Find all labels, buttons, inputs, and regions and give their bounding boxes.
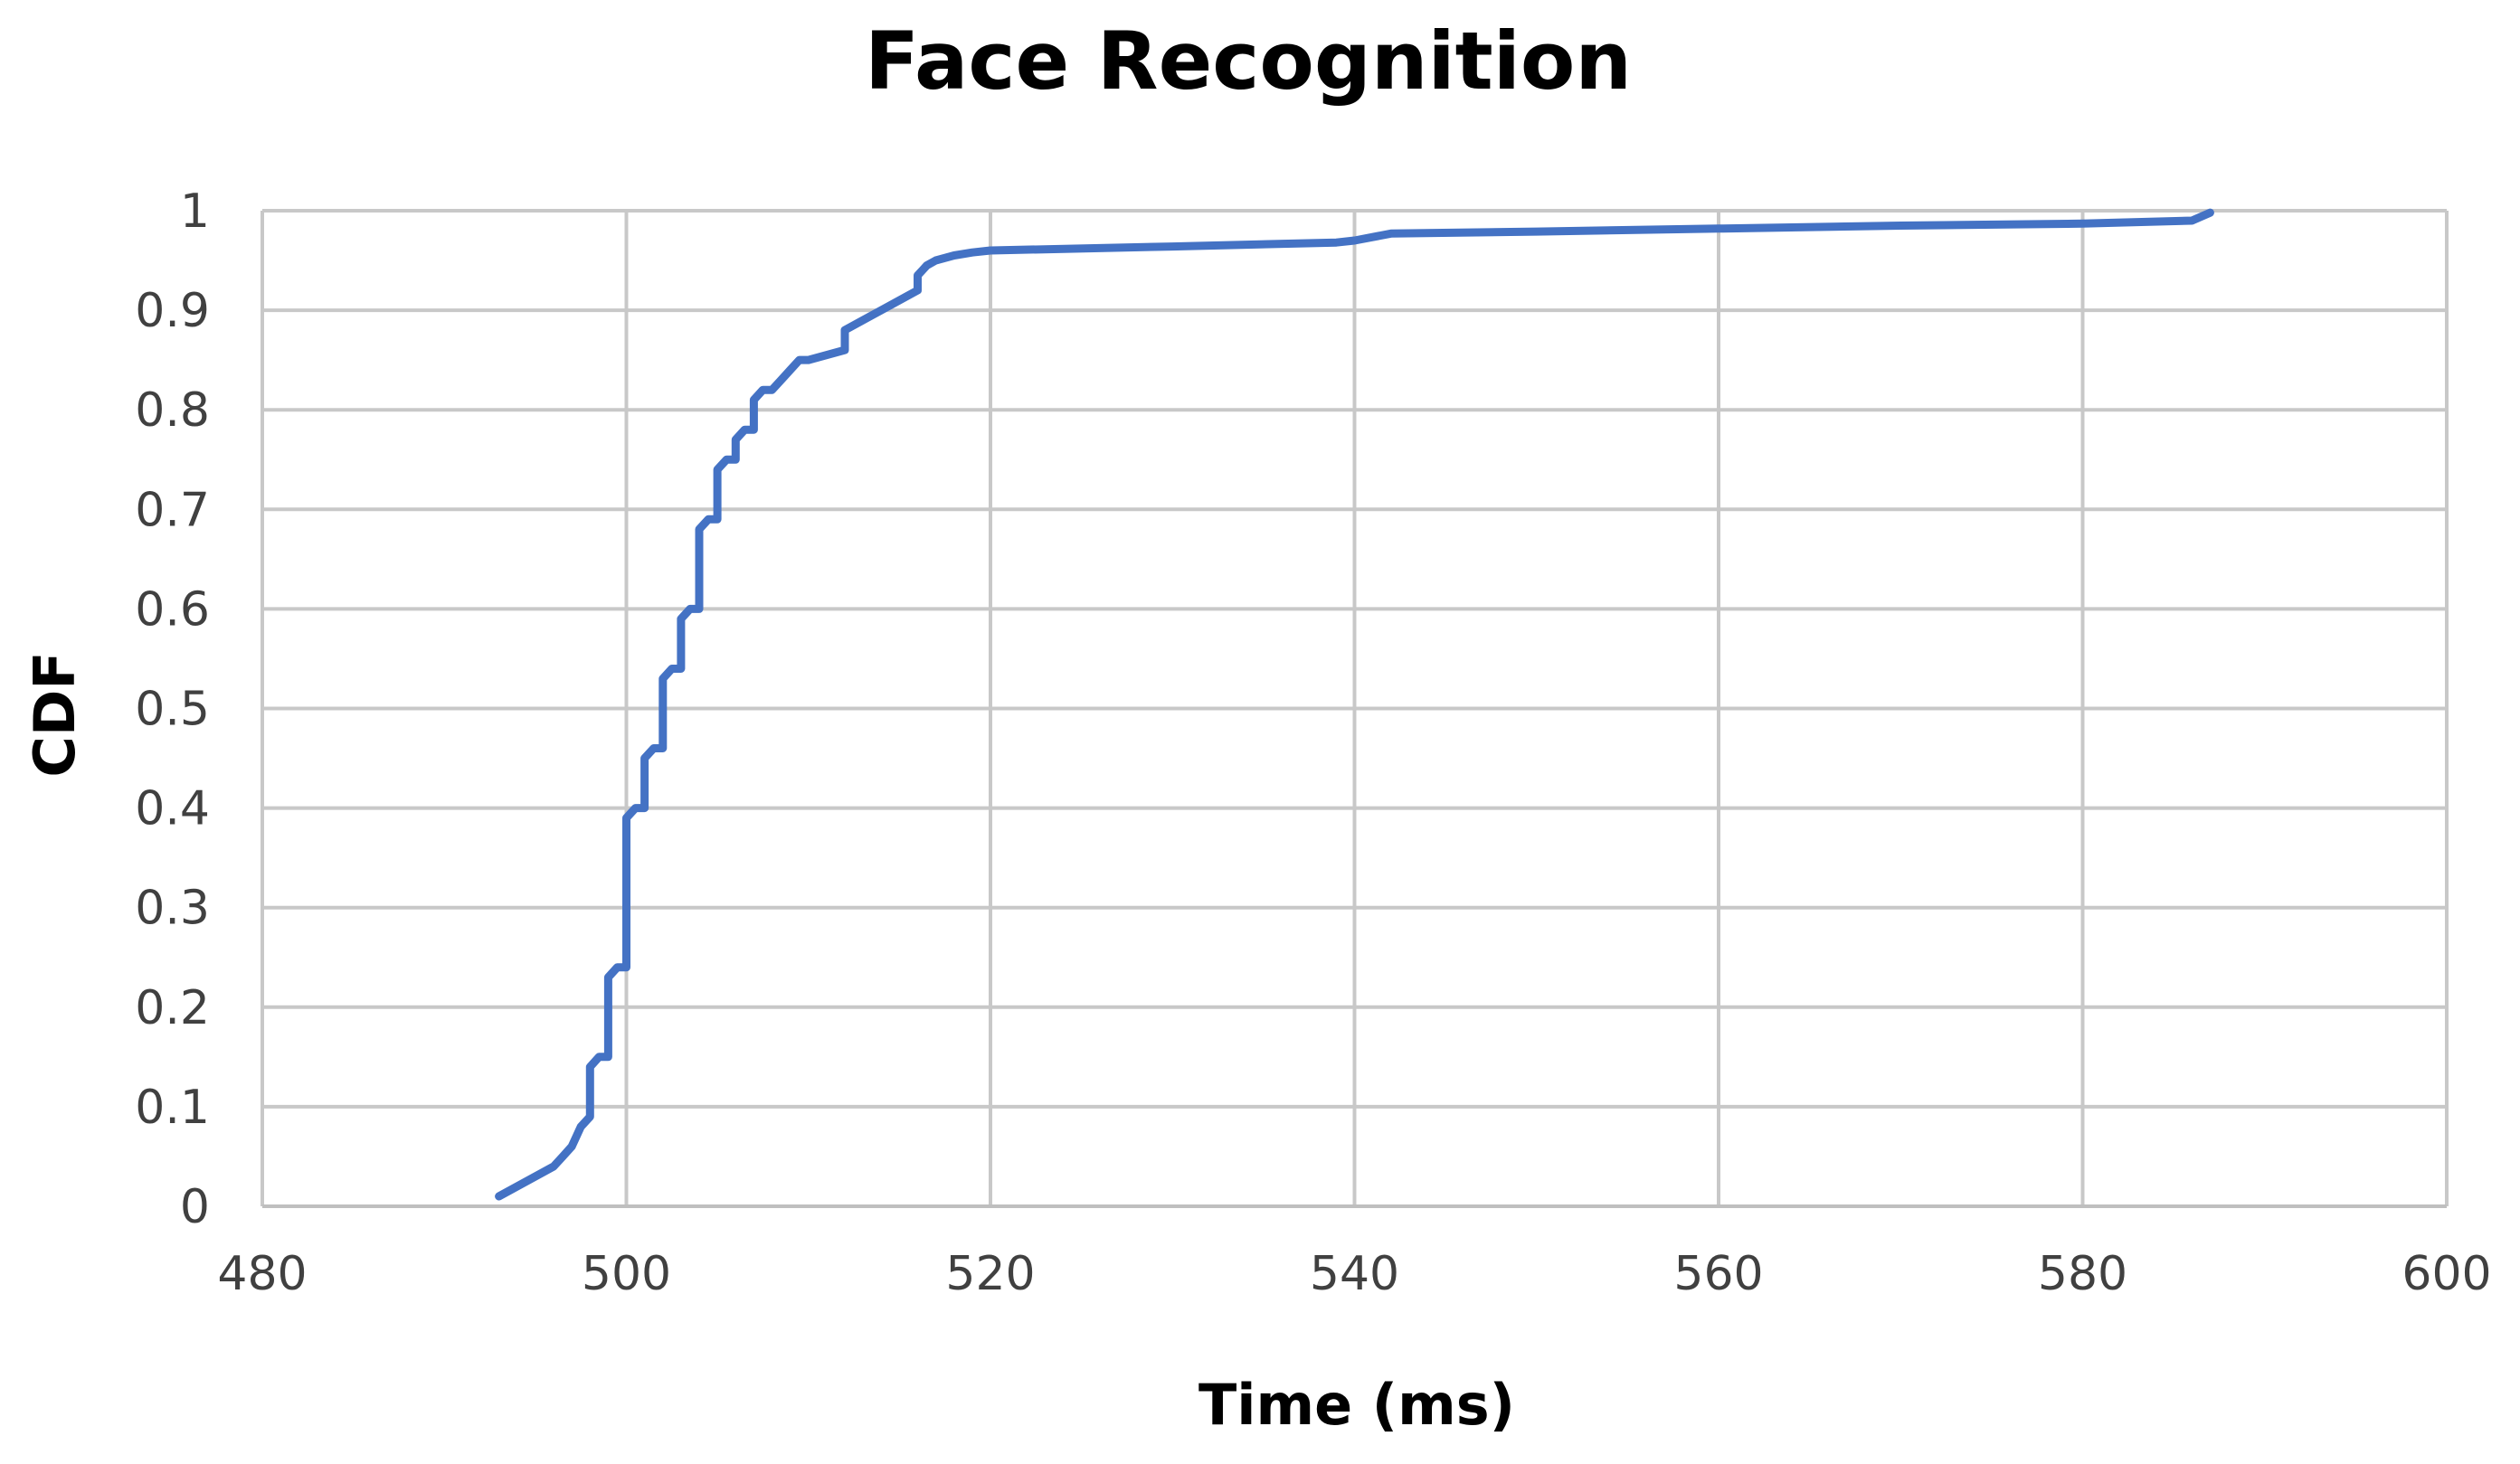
tick-labels: 0 0.1 0.2 0.3 0.4 0.5 0.6 0.7 0.8 0.9 1 480 500 520 54… <box>135 184 2491 1301</box>
x-tick-label: 600 <box>2402 1247 2491 1301</box>
x-tick-label: 520 <box>945 1247 1035 1301</box>
y-tick-label: 0.9 <box>135 284 210 338</box>
y-tick-label: 0.8 <box>135 383 210 438</box>
y-tick-label: 0.2 <box>135 981 210 1035</box>
y-tick-label: 0.4 <box>135 782 210 836</box>
y-tick-label: 0.1 <box>135 1081 210 1135</box>
y-tick-label: 1 <box>180 184 210 239</box>
x-tick-label: 560 <box>1673 1247 1763 1301</box>
y-tick-label: 0.5 <box>135 683 210 737</box>
series-layer <box>495 208 2214 1201</box>
x-tick-label: 500 <box>582 1247 671 1301</box>
y-tick-label: 0.6 <box>135 582 210 637</box>
y-tick-label: 0.7 <box>135 483 210 537</box>
y-tick-label: 0 <box>180 1180 210 1234</box>
y-tick-label: 0.3 <box>135 882 210 936</box>
grid-lines <box>261 209 2449 1206</box>
x-tick-label: 580 <box>2038 1247 2127 1301</box>
cdf-series-line <box>495 208 2214 1201</box>
y-axis-title: CDF <box>22 651 88 777</box>
chart-title: Face Recognition <box>865 14 1632 108</box>
x-axis-title: Time (ms) <box>1198 1372 1515 1438</box>
x-tick-label: 540 <box>1310 1247 1399 1301</box>
x-tick-label: 480 <box>217 1247 307 1301</box>
